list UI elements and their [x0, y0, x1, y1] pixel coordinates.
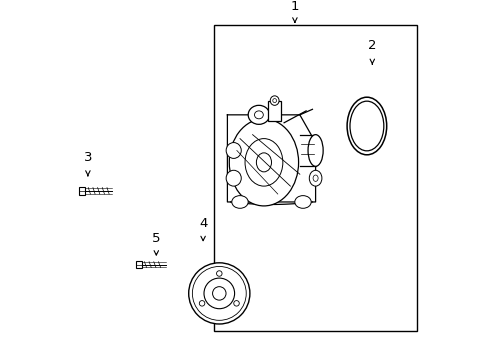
Ellipse shape: [270, 96, 279, 105]
Ellipse shape: [188, 263, 249, 324]
Ellipse shape: [231, 195, 248, 208]
Text: 3: 3: [83, 151, 92, 164]
Ellipse shape: [309, 170, 321, 186]
Ellipse shape: [225, 170, 241, 186]
Bar: [213, 25, 416, 331]
Text: 1: 1: [290, 0, 299, 13]
Ellipse shape: [307, 135, 323, 166]
Text: 2: 2: [367, 39, 376, 52]
Ellipse shape: [248, 105, 269, 124]
Text: 4: 4: [199, 217, 207, 230]
Bar: [136, 261, 142, 268]
Bar: [268, 102, 281, 121]
Text: 5: 5: [152, 232, 160, 245]
Ellipse shape: [346, 97, 386, 155]
Ellipse shape: [294, 195, 310, 208]
Bar: [79, 187, 85, 195]
Ellipse shape: [229, 119, 298, 206]
Ellipse shape: [225, 143, 241, 158]
